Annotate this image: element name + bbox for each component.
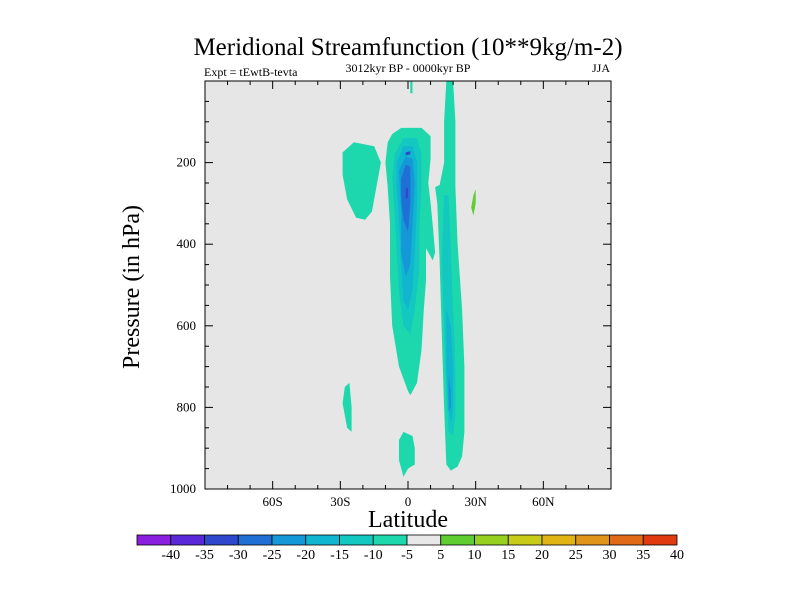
contour-region-main-core-level-6 (405, 187, 408, 200)
x-tick-label: 60N (532, 494, 555, 509)
colorbar-label: -40 (161, 548, 180, 563)
colorbar-swatch (474, 534, 509, 546)
y-axis-label: Pressure (in hPa) (119, 205, 145, 369)
colorbar-label: 20 (535, 548, 549, 563)
colorbar-swatch (305, 534, 340, 546)
colorbar-swatch (372, 534, 408, 546)
colorbar-swatch (541, 534, 577, 546)
colorbar-swatch (575, 534, 610, 546)
colorbar-label: 5 (437, 548, 444, 563)
x-tick-label: 0 (405, 494, 412, 509)
x-axis-label: Latitude (368, 507, 448, 533)
y-tick-label: 400 (177, 236, 197, 251)
colorbar-label: 10 (468, 548, 482, 563)
contour-region-upper-core-spot (405, 151, 411, 156)
colorbar-label: 40 (670, 548, 684, 563)
colorbar-label: -10 (364, 548, 383, 563)
colorbar-label: 25 (569, 548, 583, 563)
colorbar-label: -35 (195, 548, 214, 563)
y-tick-label: 800 (177, 399, 197, 414)
colorbar-label: -25 (263, 548, 282, 563)
contour-region-sh-subtropical-cell (342, 142, 381, 220)
colorbar-label: 15 (501, 548, 515, 563)
colorbar-swatch (440, 534, 475, 546)
x-tick-label: 30S (330, 494, 350, 509)
colorbar-swatch (609, 534, 644, 546)
right-label: JJA (592, 61, 610, 75)
colorbar-swatch (271, 534, 307, 546)
colorbar-swatch (642, 534, 678, 546)
y-tick-label: 1000 (170, 481, 196, 496)
colorbar-label: -20 (296, 548, 315, 563)
colorbar-swatch (507, 534, 543, 546)
contour-region-top-sliver (410, 81, 413, 94)
left-label: Expt = tEwtB-tevta (204, 65, 298, 79)
y-tick-label: 600 (177, 318, 197, 333)
contour-region-nh-positive-spot (471, 189, 476, 216)
colorbar-swatch (237, 534, 273, 546)
colorbar-label: 35 (636, 548, 650, 563)
y-tick-label: 200 (177, 155, 197, 170)
contour-region-equatorial-surface-blob (399, 431, 415, 477)
colorbar-label: -5 (401, 548, 413, 563)
colorbar-swatch (406, 534, 442, 546)
colorbar-label: -30 (229, 548, 248, 563)
contour-region-nh-column-level-4 (448, 374, 451, 412)
colorbar-swatch (136, 534, 172, 546)
colorbar-swatch (204, 534, 239, 546)
colorbar-swatch (339, 534, 374, 546)
colorbar-label: 30 (603, 548, 617, 563)
colorbar-swatch (170, 534, 205, 546)
chart-subtitle: 3012kyr BP - 0000kyr BP (346, 61, 471, 75)
chart-title: Meridional Streamfunction (10**9kg/m-2) (193, 34, 622, 61)
x-tick-label: 60S (263, 494, 283, 509)
contour-region-nh-column-level-3 (446, 309, 454, 424)
colorbar-label: -15 (330, 548, 349, 563)
contour-region-sh-lower-blob (342, 382, 352, 432)
x-tick-label: 30N (464, 494, 487, 509)
